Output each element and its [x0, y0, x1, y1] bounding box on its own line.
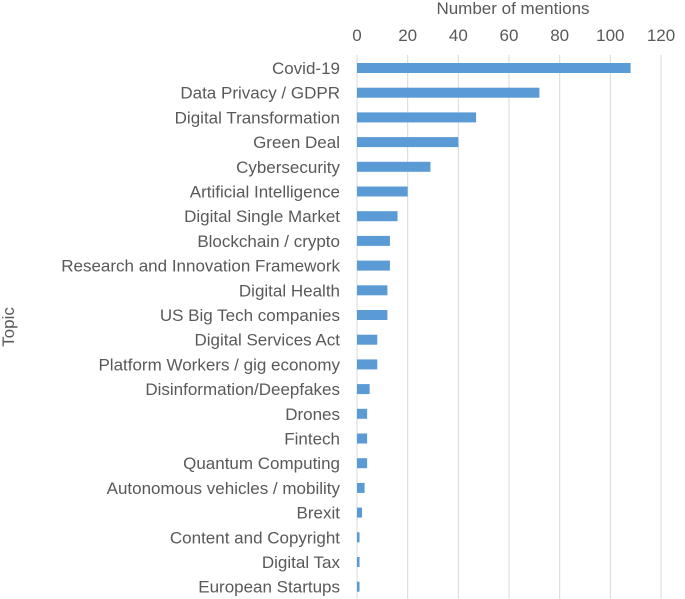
x-tick-label: 100	[596, 26, 624, 45]
y-axis-title: Topic	[0, 307, 18, 347]
bar	[357, 235, 390, 246]
bars	[357, 63, 631, 592]
x-tick-label: 0	[352, 26, 361, 45]
category-label: Platform Workers / gig economy	[98, 355, 340, 374]
bar	[357, 532, 360, 543]
category-label: Cybersecurity	[236, 158, 340, 177]
bar	[357, 408, 368, 419]
x-tick-label: 20	[398, 26, 417, 45]
category-label: Drones	[285, 405, 340, 424]
bar	[357, 211, 398, 222]
bar	[357, 507, 363, 518]
x-axis-ticks: 0 20 40 60 80 100 120	[352, 26, 675, 45]
x-tick-label: 40	[449, 26, 468, 45]
bar	[357, 112, 477, 123]
category-label: Autonomous vehicles / mobility	[107, 479, 341, 498]
bar	[357, 161, 431, 172]
category-labels: Covid-19 Data Privacy / GDPR Digital Trans…	[61, 59, 340, 597]
category-label: Blockchain / crypto	[197, 232, 340, 251]
bar	[357, 186, 408, 197]
category-label: Disinformation/Deepfakes	[145, 380, 340, 399]
category-label: Artificial Intelligence	[190, 183, 340, 202]
x-axis-title: Number of mentions	[436, 0, 589, 18]
category-label: Digital Services Act	[195, 331, 341, 350]
category-label: Research and Innovation Framework	[61, 257, 340, 276]
x-tick-label: 120	[647, 26, 675, 45]
bar	[357, 384, 370, 395]
category-label: Green Deal	[253, 133, 340, 152]
bar	[357, 581, 360, 592]
bar	[357, 63, 631, 73]
bar	[357, 137, 459, 148]
category-label: Digital Tax	[262, 553, 341, 572]
bar	[357, 458, 368, 469]
x-tick-label: 80	[550, 26, 569, 45]
category-label: European Startups	[198, 578, 340, 597]
category-label: Fintech	[284, 430, 340, 449]
category-label: Covid-19	[272, 59, 340, 78]
bar	[357, 482, 365, 493]
category-label: Digital Health	[239, 281, 340, 300]
gridlines	[356, 55, 662, 599]
bar	[357, 310, 388, 320]
category-label: US Big Tech companies	[160, 306, 340, 325]
bar	[357, 433, 368, 444]
bar	[357, 557, 360, 567]
bar	[357, 334, 378, 345]
category-label: Digital Transformation	[175, 108, 340, 127]
category-label: Quantum Computing	[183, 454, 340, 473]
category-label: Brexit	[297, 504, 341, 523]
bar	[357, 260, 390, 271]
bar	[357, 285, 388, 296]
bar	[357, 87, 540, 98]
x-tick-label: 60	[500, 26, 519, 45]
bar	[357, 359, 378, 370]
category-label: Digital Single Market	[184, 207, 340, 226]
category-label: Content and Copyright	[170, 528, 340, 547]
category-label: Data Privacy / GDPR	[180, 84, 340, 103]
